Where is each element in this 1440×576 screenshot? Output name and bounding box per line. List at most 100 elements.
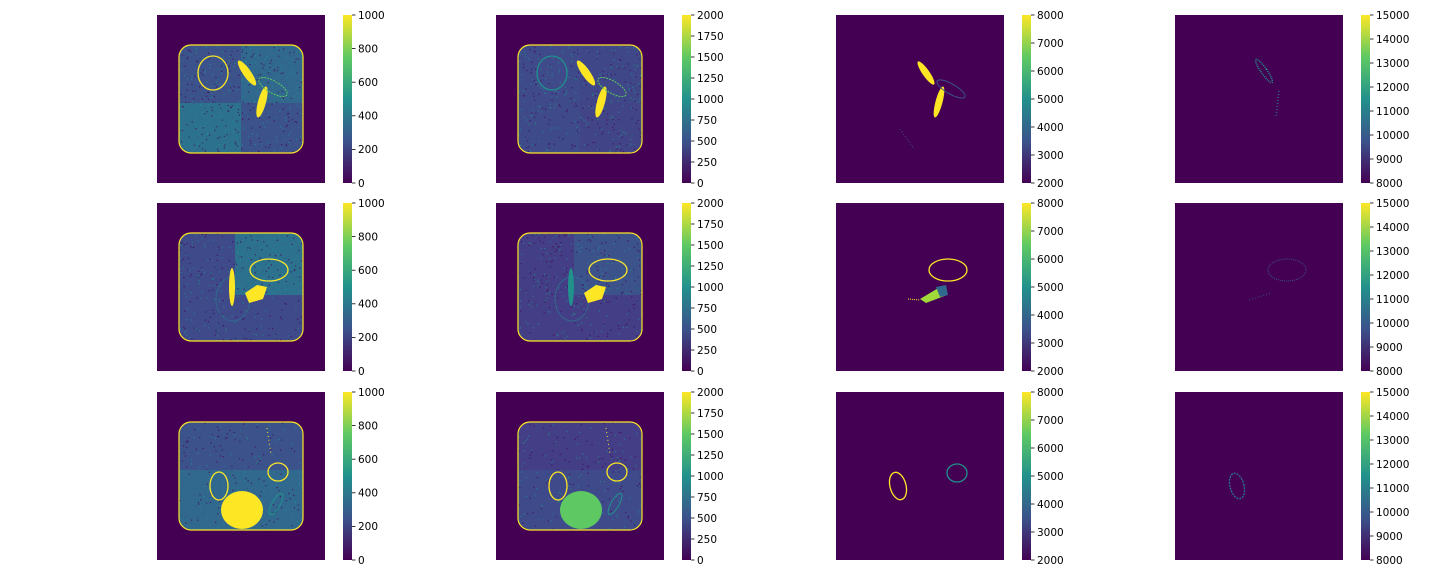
noise-dot (621, 267, 623, 270)
noise-dot (559, 504, 561, 506)
noise-dot (278, 438, 281, 441)
noise-dot (273, 96, 275, 98)
noise-dot (550, 129, 552, 131)
body-outline (178, 44, 304, 154)
structures (554, 258, 628, 322)
noise-dot (569, 445, 571, 448)
noise-dot (297, 116, 300, 118)
noise-dot (553, 57, 555, 59)
noise-dot (531, 96, 533, 98)
noise-dot (576, 98, 578, 100)
noise-dot (281, 309, 283, 311)
noise-dot (619, 460, 621, 462)
noise-dot (215, 330, 217, 332)
noise-dot (290, 240, 292, 242)
noise-dot (611, 49, 613, 51)
noise-dot (597, 118, 599, 120)
noise-dot (559, 137, 561, 139)
noise-dot (263, 108, 265, 110)
noise-dot (294, 61, 296, 63)
noise-dot (595, 133, 597, 136)
noise-dot (622, 131, 624, 133)
noise-dot (639, 250, 641, 253)
noise-dot (262, 148, 264, 150)
noise-dot (577, 436, 579, 438)
noise-dot (188, 255, 190, 257)
noise-dot (225, 130, 227, 132)
elongated-structure (568, 268, 574, 306)
noise-dot (181, 482, 184, 484)
noise-dot (241, 72, 243, 74)
noise-dot (525, 314, 527, 316)
noise-dot (627, 282, 629, 284)
noise-dot (254, 446, 256, 448)
noise-dot (222, 456, 224, 458)
noise-dot (207, 496, 209, 498)
tissue-body (179, 233, 303, 341)
noise-dot (603, 325, 605, 327)
noise-dot (258, 146, 261, 148)
noise-dot (242, 47, 244, 49)
noise-dot (549, 143, 551, 145)
noise-dot (192, 100, 194, 102)
noise-dot (217, 151, 219, 153)
noise-dot (233, 432, 235, 434)
noise-dot (598, 456, 600, 458)
noise-dot (528, 130, 530, 132)
noise-dot (547, 328, 549, 330)
noise-dot (542, 131, 544, 133)
noise-dot (598, 140, 600, 142)
noise-dot (640, 289, 642, 292)
noise-dot (637, 276, 639, 278)
noise-dot (271, 277, 273, 279)
noise-dot (527, 58, 530, 60)
noise-dot (597, 145, 599, 147)
noise-dot (186, 89, 188, 91)
noise-dot (253, 333, 255, 335)
noise-dot (289, 131, 292, 133)
noise-dot (294, 269, 296, 271)
noise-dot (232, 241, 234, 243)
noise-dot (179, 111, 182, 113)
noise-dot (194, 64, 196, 66)
noise-dot (553, 106, 556, 108)
noise-dot (291, 438, 293, 440)
noise-dot (219, 271, 221, 273)
colorbar-tick-label: 4000 (1037, 499, 1064, 511)
noise-dot (594, 111, 596, 113)
noise-dot (204, 131, 206, 133)
noise-dot (542, 90, 544, 92)
noise-dot (639, 135, 641, 138)
noise-dot (520, 53, 522, 56)
noise-dot (206, 502, 208, 504)
noise-dot (532, 243, 534, 245)
noise-dot (280, 126, 282, 128)
noise-dot (523, 513, 525, 515)
faint-trace (605, 427, 611, 455)
noise-dot (580, 322, 583, 324)
tissue-body (179, 45, 303, 153)
noise-dot (613, 52, 615, 54)
noise-dot (535, 428, 538, 430)
noise-dot (268, 328, 270, 330)
noise-dot (280, 72, 282, 75)
noise-dot (600, 252, 602, 254)
noise-dot (256, 462, 258, 464)
noise-dot (550, 61, 552, 63)
noise-dot (265, 69, 267, 72)
noise-dot (205, 70, 208, 72)
noise-dot (558, 127, 560, 129)
noise-dot (296, 72, 298, 74)
noise-dot (277, 502, 279, 505)
noise-dot (589, 239, 591, 241)
colorbar-tick-label: 7000 (1037, 226, 1064, 238)
noise-dot (570, 85, 572, 87)
noise-dot (630, 82, 632, 84)
noise-dot (217, 63, 219, 65)
noise-dot (595, 330, 597, 332)
noise-dot (235, 261, 237, 263)
noise-dot (194, 240, 196, 242)
noise-dot (563, 331, 565, 333)
noise-dot (182, 63, 185, 66)
